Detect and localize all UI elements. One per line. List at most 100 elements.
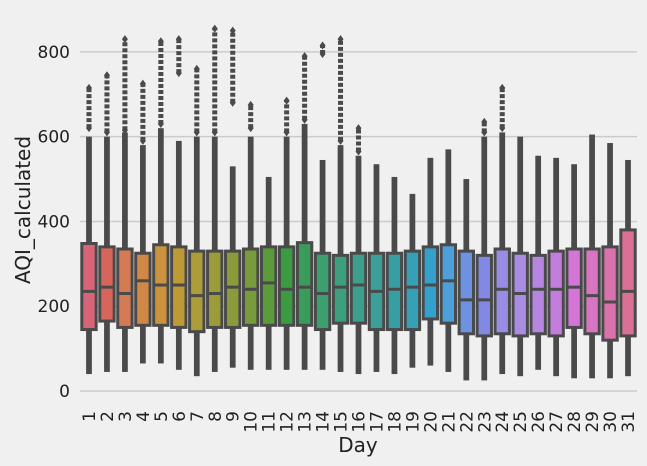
x-tick-label: 5 [152,411,172,422]
iqr-box [259,245,278,327]
iqr-box [170,245,188,329]
outlier [247,100,254,109]
x-tick-label: 25 [511,411,531,433]
y-tick-label: 800 [38,43,70,63]
outlier [319,41,326,50]
x-tick-label: 23 [475,411,495,433]
outlier [283,128,290,137]
iqr-box [547,249,565,338]
outlier [211,24,218,33]
iqr-box [295,241,314,327]
x-tick-label: 31 [619,411,639,433]
outlier [355,124,362,133]
iqr-box [224,249,242,329]
iqr-box [529,253,547,336]
iqr-box [277,245,296,327]
iqr-box [80,241,98,332]
x-tick-label: 1 [80,411,100,422]
iqr-box [583,247,601,336]
x-tick-label: 7 [188,411,208,422]
iqr-box [439,243,458,325]
outlier [121,35,128,44]
outlier [193,64,200,73]
outlier [481,128,488,137]
outlier [247,124,254,133]
outlier [103,71,110,80]
x-tick-label: 20 [421,411,441,433]
x-tick-label: 14 [314,411,334,433]
x-tick-label: 28 [565,411,585,433]
x-tick-label: 10 [242,411,262,433]
x-tick-label: 17 [367,411,387,433]
iqr-box [493,247,511,336]
iqr-box [134,251,152,327]
iqr-box [385,251,404,332]
iqr-box [116,247,134,329]
x-tick-label: 27 [547,411,567,433]
outlier [283,96,290,105]
x-tick-label: 21 [439,411,459,433]
x-tick-label: 18 [385,411,405,433]
iqr-box [331,253,350,325]
x-tick-label: 22 [457,411,477,433]
x-tick-label: 13 [296,411,316,433]
outlier [193,128,200,137]
outlier [85,124,92,133]
outlier [337,136,344,145]
x-axis-label: Day [338,433,378,457]
outlier [355,147,362,156]
x-tick-label: 9 [224,411,244,422]
outlier [175,35,182,44]
outlier [499,124,506,133]
x-tick-label: 11 [260,411,280,433]
x-tick-label: 29 [583,411,603,433]
outlier [175,69,182,78]
outlier [139,136,146,145]
outlier [301,115,308,124]
outlier [481,117,488,126]
x-tick-label: 15 [332,411,352,433]
x-tick-label: 8 [206,411,226,422]
iqr-box [619,228,637,338]
outlier [229,98,236,107]
y-tick-label: 600 [38,128,70,148]
x-tick-label: 26 [529,411,549,433]
iqr-box [421,245,440,321]
x-tick-label: 19 [403,411,423,433]
outlier [319,50,326,58]
outlier [157,119,164,128]
x-tick-label: 30 [601,411,621,433]
iqr-box [403,249,422,332]
x-tick-label: 6 [170,411,190,422]
outlier [157,37,164,46]
outlier [103,128,110,137]
iqr-box [601,245,619,342]
iqr-box [98,245,116,323]
x-tick-label: 12 [278,411,298,433]
outlier [85,83,92,92]
x-tick-label: 24 [493,411,513,433]
y-tick-label: 0 [59,382,70,402]
iqr-box [475,253,493,338]
y-tick-label: 200 [38,297,70,317]
x-tick-label: 4 [134,411,154,422]
iqr-box [349,251,368,325]
x-tick-label: 3 [116,411,136,422]
outlier [301,52,308,61]
x-tick-label: 16 [350,411,370,433]
y-tick-label: 400 [38,212,70,232]
iqr-box [313,251,332,332]
outlier [121,126,128,135]
outlier [139,79,146,88]
iqr-box [457,249,475,336]
iqr-box [242,247,260,327]
y-axis-label: AQI_calculated [11,136,35,284]
iqr-box [206,249,224,329]
outlier [229,26,236,35]
iqr-box [188,249,206,334]
outlier [337,35,344,44]
outlier [499,83,506,92]
x-tick-label: 2 [98,411,118,422]
outlier [211,128,218,137]
